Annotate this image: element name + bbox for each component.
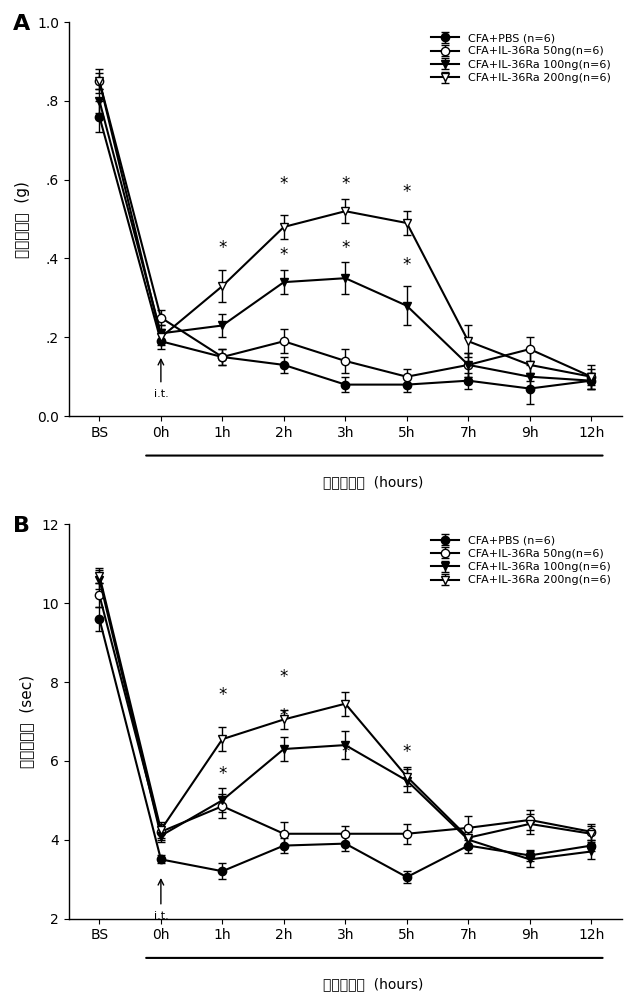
- Text: *: *: [403, 256, 411, 274]
- Text: *: *: [403, 743, 411, 761]
- Text: B: B: [13, 516, 31, 536]
- Y-axis label: 缩爪潜伏期  (sec): 缩爪潜伏期 (sec): [19, 675, 34, 768]
- Text: i.t.: i.t.: [154, 911, 168, 921]
- Text: 注射后时间  (hours): 注射后时间 (hours): [323, 475, 423, 489]
- Text: *: *: [218, 239, 227, 257]
- Text: *: *: [403, 183, 411, 201]
- Text: *: *: [341, 239, 350, 257]
- Legend: CFA+PBS (n=6), CFA+IL-36Ra 50ng(n=6), CFA+IL-36Ra 100ng(n=6), CFA+IL-36Ra 200ng(: CFA+PBS (n=6), CFA+IL-36Ra 50ng(n=6), CF…: [426, 28, 617, 89]
- Text: *: *: [280, 246, 288, 264]
- Legend: CFA+PBS (n=6), CFA+IL-36Ra 50ng(n=6), CFA+IL-36Ra 100ng(n=6), CFA+IL-36Ra 200ng(: CFA+PBS (n=6), CFA+IL-36Ra 50ng(n=6), CF…: [426, 530, 617, 591]
- Text: 注射后时间  (hours): 注射后时间 (hours): [323, 978, 423, 992]
- Text: *: *: [280, 175, 288, 193]
- Text: *: *: [218, 686, 227, 704]
- Text: *: *: [341, 743, 350, 761]
- Text: *: *: [280, 668, 288, 686]
- Text: *: *: [341, 175, 350, 193]
- Text: *: *: [280, 707, 288, 725]
- Y-axis label: 机械性痛阈  (g): 机械性痛阈 (g): [15, 181, 30, 258]
- Text: i.t.: i.t.: [154, 389, 168, 399]
- Text: *: *: [218, 765, 227, 783]
- Text: A: A: [13, 14, 31, 34]
